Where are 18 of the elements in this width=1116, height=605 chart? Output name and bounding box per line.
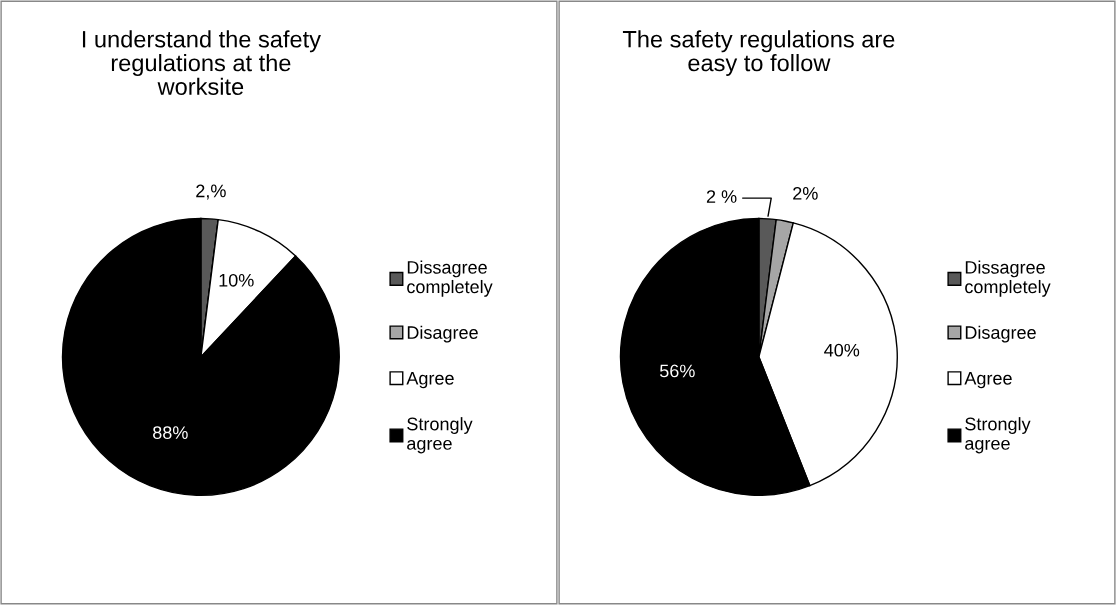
data-label: 10% (219, 273, 254, 287)
legend-label: Strongly agree (965, 417, 1031, 454)
legend-label: Agree (964, 372, 1012, 389)
data-label: 56% (659, 364, 695, 378)
legend-label: Dissagree completely (965, 260, 1051, 297)
chart-title: The safety regulations are easy to follow (622, 30, 895, 76)
chart-title: I understand the safety regulations at the worksite (82, 30, 321, 96)
data-label: 88% (153, 426, 188, 439)
data-label: 2,% (196, 184, 226, 200)
legend-label: Disagree (965, 325, 1036, 343)
data-label: 2% (793, 186, 818, 200)
data-label: 40% (824, 343, 860, 357)
legend-label: Agree (406, 372, 454, 389)
legend-label: Strongly agree (407, 417, 473, 454)
data-label: 2 % (706, 190, 737, 203)
pie-slice (61, 217, 340, 497)
legend-label: Disagree (407, 325, 478, 343)
legend-label: Dissagree completely (407, 260, 493, 297)
